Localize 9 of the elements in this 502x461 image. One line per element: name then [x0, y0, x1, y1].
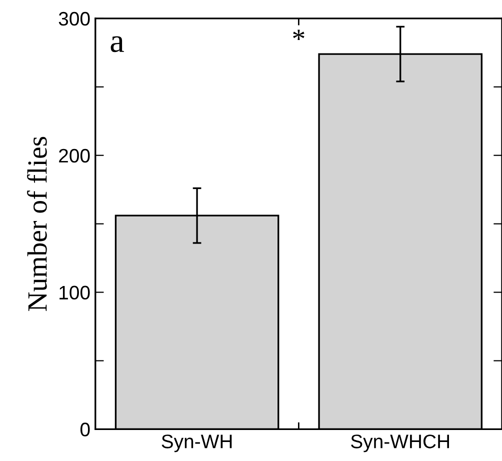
annotation: * — [293, 30, 304, 40]
x-tick-label: Syn-WHCH — [351, 434, 449, 452]
y-axis-title: Number of flies — [27, 136, 47, 311]
y-tick-label: 300 — [58, 12, 90, 26]
y-tick-label: 200 — [59, 148, 90, 163]
y-tick-label: 0 — [80, 422, 90, 436]
annotation: a — [110, 36, 124, 52]
y-tick-label: 100 — [60, 286, 90, 300]
x-tick-label: Syn-WH — [162, 434, 232, 452]
